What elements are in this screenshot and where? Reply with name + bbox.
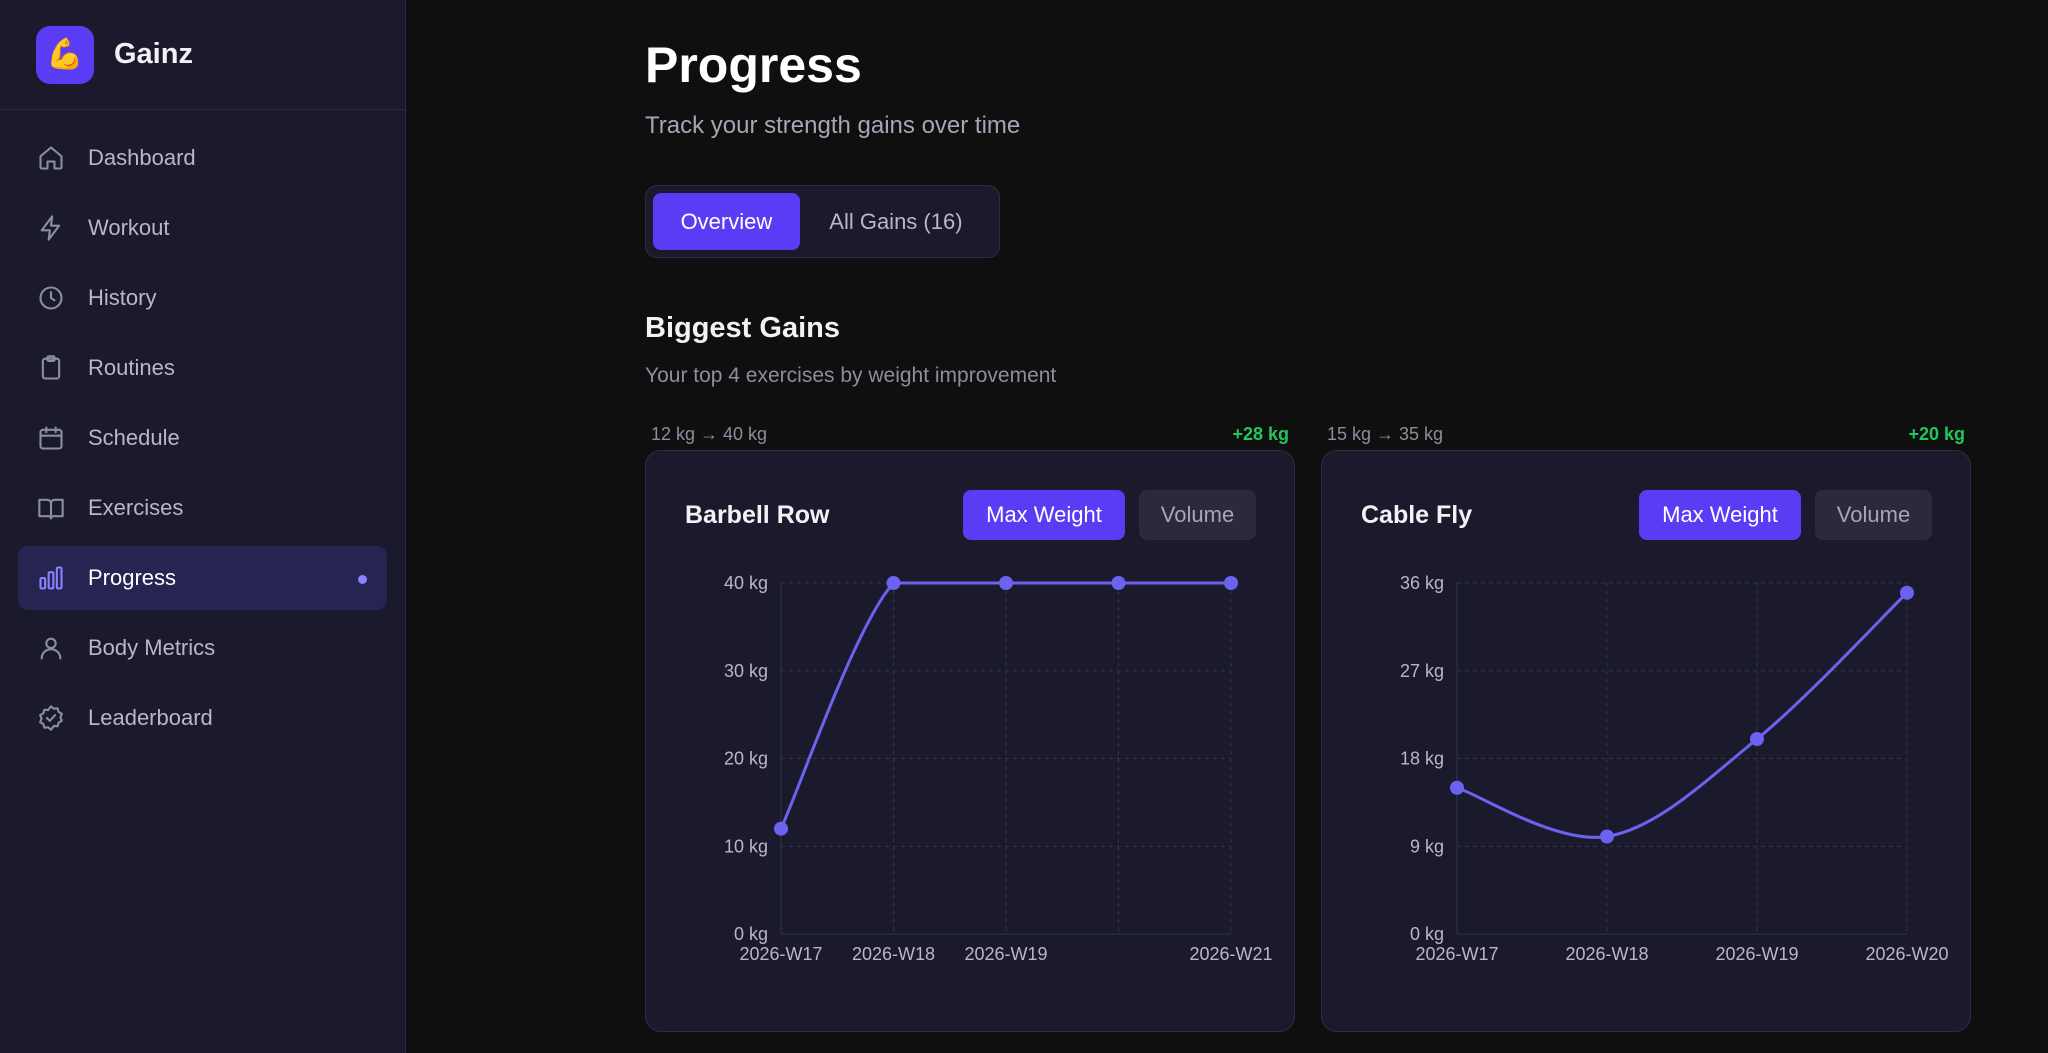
data-point [886,576,901,590]
bar-chart-icon [36,563,66,593]
y-tick-label: 9 kg [1410,836,1444,856]
app-name: Gainz [114,38,193,70]
tab-overview[interactable]: Overview [653,193,800,250]
data-point [1111,576,1126,590]
card-meta: 12 kg → 40 kg +28 kg [645,418,1295,450]
tab-all-gains[interactable]: All Gains (16) [829,208,963,234]
sidebar-item-label: History [88,285,157,310]
clock-icon [36,283,66,313]
sidebar-item-label: Schedule [88,425,180,450]
volume-button[interactable]: Volume [1815,490,1932,540]
section-title: Biggest Gains [645,312,840,344]
chart-grid: 0 kg 9 kg 18 kg 27 kg 36 kg 2026-W17 2026-W18 2… [1400,573,1949,964]
book-icon [36,493,66,523]
home-icon [36,143,66,173]
sidebar-item-label: Progress [88,565,177,590]
series-line [779,581,1231,830]
data-point [1750,732,1764,746]
calendar-icon [36,423,66,453]
y-tick-label: 27 kg [1400,661,1444,681]
max-weight-button[interactable]: Max Weight [1639,490,1801,540]
y-tick-label: 10 kg [724,836,768,856]
sidebar-item-dashboard[interactable]: Dashboard [18,126,387,190]
data-point [1600,829,1614,844]
y-tick-label: 0 kg [1410,924,1444,944]
data-point [774,821,788,836]
active-indicator-dot [358,575,367,584]
volume-button[interactable]: Volume [1139,490,1256,540]
chart-card: Cable Fly Max Weight Volume 0 kg 9 kg 18 k… [1321,450,1971,1032]
x-tick-label: 2026-W17 [739,944,822,964]
logo-flexed-bicep-icon: 💪 [36,25,94,84]
sidebar-item-leaderboard[interactable]: Leaderboard [18,686,387,750]
card-title: Barbell Row [685,501,830,529]
sidebar-item-label: Body Metrics [88,635,216,660]
brand[interactable]: 💪 Gainz [0,0,405,110]
data-point [1900,585,1914,600]
sidebar: 💪 Gainz Dashboard Workout History Routin… [0,0,406,1053]
chart-card: Barbell Row Max Weight Volume 0 kg 10 kg 2… [645,450,1295,1032]
view-tabs: Overview All Gains (16) [645,185,1000,258]
gain-card-cable-fly: 15 kg → 35 kg +20 kg Cable Fly Max Weigh… [1321,418,1971,1032]
sidebar-item-label: Dashboard [88,145,196,170]
sidebar-item-label: Routines [88,355,175,380]
weight-delta: +20 kg [1908,423,1965,444]
sidebar-item-body-metrics[interactable]: Body Metrics [18,616,387,680]
x-tick-label: 2026-W18 [852,944,935,964]
series-line [1456,591,1909,839]
sidebar-item-routines[interactable]: Routines [18,336,387,400]
x-tick-label: 2026-W17 [1415,944,1498,964]
weight-range: 15 kg → 35 kg [1327,423,1444,444]
gain-card-barbell-row: 12 kg → 40 kg +28 kg Barbell Row Max Wei… [645,418,1295,1032]
line-chart: 0 kg 9 kg 18 kg 27 kg 36 kg 2026-W17 2026-W18 2… [1400,573,1949,964]
max-weight-button[interactable]: Max Weight [963,490,1125,540]
sidebar-item-label: Leaderboard [88,705,213,730]
sidebar-item-history[interactable]: History [18,266,387,330]
page-subtitle: Track your strength gains over time [645,112,1021,139]
x-tick-label: 2026-W19 [964,944,1047,964]
x-tick-label: 2026-W18 [1565,944,1648,964]
sidebar-item-label: Workout [88,215,170,240]
y-tick-label: 18 kg [1400,749,1444,769]
line-chart: 0 kg 10 kg 20 kg 30 kg 40 kg 2026-W17 2026-W18… [724,573,1273,964]
y-tick-label: 0 kg [734,924,768,944]
person-icon [36,633,66,663]
sidebar-item-label: Exercises [88,495,184,520]
x-tick-label: 2026-W20 [1865,944,1948,964]
y-tick-label: 20 kg [724,749,768,769]
sidebar-item-exercises[interactable]: Exercises [18,476,387,540]
x-tick-label: 2026-W19 [1715,944,1798,964]
y-tick-label: 30 kg [724,661,768,681]
y-tick-label: 36 kg [1400,573,1444,593]
weight-range: 12 kg → 40 kg [651,423,768,444]
lightning-icon [36,213,66,243]
chart-grid: 0 kg 10 kg 20 kg 30 kg 40 kg 2026-W17 2026-W18… [724,573,1273,964]
sidebar-nav: Dashboard Workout History Routines Sched… [0,110,405,750]
section-subtitle: Your top 4 exercises by weight improveme… [645,364,1057,387]
card-title: Cable Fly [1361,501,1473,529]
x-tick-label: 2026-W21 [1189,944,1272,964]
y-tick-label: 40 kg [724,573,768,593]
card-meta: 15 kg → 35 kg +20 kg [1321,418,1971,450]
page-title: Progress [645,37,862,93]
data-point [1224,576,1238,590]
badge-check-icon [36,703,66,733]
sidebar-item-schedule[interactable]: Schedule [18,406,387,470]
weight-delta: +28 kg [1232,423,1289,444]
sidebar-item-workout[interactable]: Workout [18,196,387,260]
clipboard-icon [36,353,66,383]
data-point [999,576,1013,590]
data-point [1450,780,1464,795]
sidebar-item-progress[interactable]: Progress [18,546,387,610]
